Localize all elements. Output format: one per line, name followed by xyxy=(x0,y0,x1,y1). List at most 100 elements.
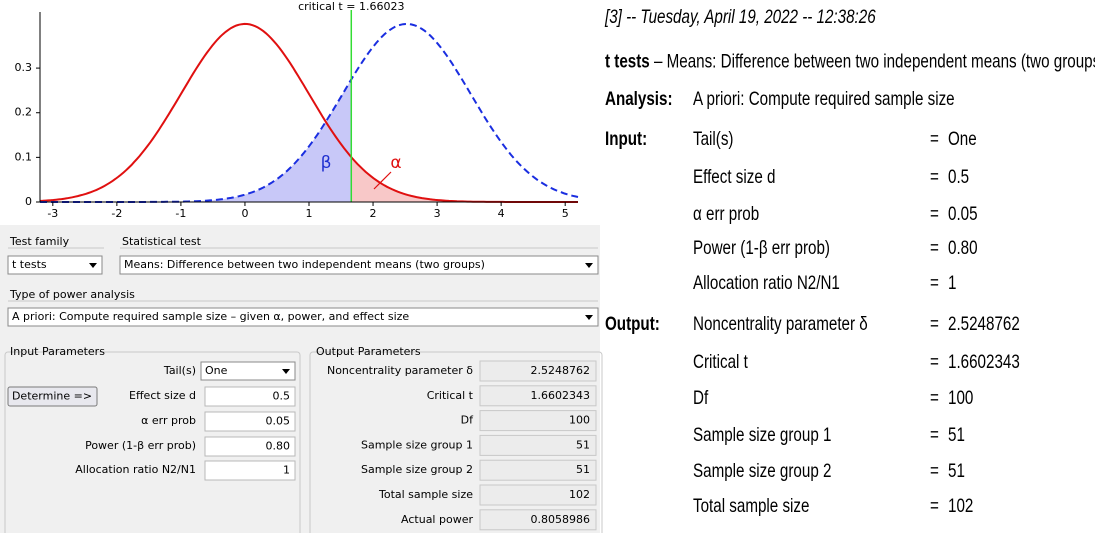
test-name: t tests xyxy=(605,49,650,71)
row-sep: = xyxy=(930,165,939,187)
param-value: 0.05 xyxy=(266,415,291,428)
row-sep: = xyxy=(930,236,939,258)
tails-select[interactable] xyxy=(200,361,296,381)
param-value: 51 xyxy=(576,463,590,476)
param-value: 100 xyxy=(569,414,590,427)
x-tick-label: 0 xyxy=(241,207,248,220)
statistical-test-select[interactable] xyxy=(119,255,599,275)
input-group xyxy=(4,351,301,533)
param-value: 2.5248762 xyxy=(531,364,591,377)
param-value: 0.5 xyxy=(273,390,291,403)
param-output xyxy=(479,459,597,481)
row-value: 51 xyxy=(948,459,965,481)
param-input[interactable] xyxy=(204,386,296,407)
report: [3] -- Tuesday, April 19, 2022 -- 12:38:… xyxy=(604,5,1095,516)
section-label: Analysis: xyxy=(605,87,673,109)
group-title: Output Parameters xyxy=(316,345,421,358)
beta-label: β xyxy=(321,153,332,173)
x-tick-label: 4 xyxy=(498,207,505,220)
row-value: 0.05 xyxy=(948,202,978,224)
row-value: 0.5 xyxy=(948,165,969,187)
output-group xyxy=(309,351,603,533)
row-name: Sample size group 1 xyxy=(693,423,831,445)
param-value: 1 xyxy=(283,464,290,477)
row-sep: = xyxy=(930,312,939,334)
x-tick-label: -1 xyxy=(175,207,186,220)
y-tick-label: 0.1 xyxy=(15,150,33,163)
row-name: Tail(s) xyxy=(693,127,734,149)
button-label: Determine => xyxy=(12,390,92,403)
row-sep: = xyxy=(930,202,939,224)
param-value: 1.6602343 xyxy=(531,389,591,402)
row-name: Power (1-β err prob) xyxy=(693,236,830,258)
param-label: α err prob xyxy=(141,414,196,427)
label: Test family xyxy=(9,235,70,248)
row-sep: = xyxy=(930,459,939,481)
param-input[interactable] xyxy=(204,411,296,432)
analysis-type-select[interactable] xyxy=(7,307,599,327)
param-label: Sample size group 1 xyxy=(361,438,473,451)
param-label: Allocation ratio N2/N1 xyxy=(75,463,196,476)
row-value: 102 xyxy=(948,494,973,516)
x-tick-label: 1 xyxy=(306,207,313,220)
row-sep: = xyxy=(930,271,939,293)
dropdown-arrow xyxy=(585,315,593,320)
param-label: Critical t xyxy=(427,389,474,402)
determine-button[interactable] xyxy=(7,386,98,407)
param-value: 51 xyxy=(576,438,590,451)
param-label: Actual power xyxy=(401,513,473,526)
param-label: Effect size d xyxy=(129,389,196,402)
row-value: 51 xyxy=(948,423,965,445)
param-output xyxy=(479,509,597,531)
param-label: Tail(s) xyxy=(163,364,196,377)
param-output xyxy=(479,484,597,506)
row-value: 1 xyxy=(948,271,956,293)
alpha-pointer xyxy=(373,171,392,190)
row-sep: = xyxy=(930,127,939,149)
dropdown-arrow xyxy=(585,263,593,268)
section-label: Output: xyxy=(605,312,660,334)
plot-title: critical t = 1.66023 xyxy=(298,0,404,13)
dropdown-arrow xyxy=(89,263,97,268)
tails-select-value: One xyxy=(205,364,228,377)
param-label: Power (1-β err prob) xyxy=(85,439,196,452)
test-desc: – Means: Difference between two independ… xyxy=(650,49,1095,71)
row-sep: = xyxy=(930,386,939,408)
row-sep: = xyxy=(930,350,939,372)
row-name: Noncentrality parameter δ xyxy=(693,312,868,334)
label: Statistical test xyxy=(122,235,202,248)
statistical-test-select-value: Means: Difference between two independen… xyxy=(124,258,485,271)
row-value: 100 xyxy=(948,386,973,408)
param-output xyxy=(479,434,597,456)
section-label: Input: xyxy=(605,127,647,149)
param-output xyxy=(479,360,597,382)
x-tick-label: -3 xyxy=(47,207,58,220)
x-tick-label: 5 xyxy=(562,207,569,220)
row-value: 0.80 xyxy=(948,236,978,258)
row-sep: = xyxy=(930,494,939,516)
param-label: Total sample size xyxy=(378,488,473,501)
row-name: Df xyxy=(693,386,708,408)
row-value: 2.5248762 xyxy=(948,312,1020,334)
param-output xyxy=(479,385,597,407)
param-label: Noncentrality parameter δ xyxy=(327,364,473,377)
x-tick-label: 2 xyxy=(370,207,377,220)
y-tick-label: 0 xyxy=(25,195,32,208)
param-input[interactable] xyxy=(204,436,296,457)
row-name: Allocation ratio N2/N1 xyxy=(693,271,840,293)
alpha-label: α xyxy=(390,153,401,173)
row-name: Effect size d xyxy=(693,165,775,187)
beta-region xyxy=(40,79,352,202)
row-name: Total sample size xyxy=(693,494,809,516)
test-family-select-value: t tests xyxy=(12,258,47,271)
row-value: One xyxy=(948,127,977,149)
alpha-region xyxy=(351,157,578,202)
row-sep: = xyxy=(930,423,939,445)
group-title: Input Parameters xyxy=(10,345,105,358)
param-input[interactable] xyxy=(204,460,296,481)
param-label: Sample size group 2 xyxy=(361,463,473,476)
test-family-select[interactable] xyxy=(7,255,103,275)
x-tick-label: -2 xyxy=(111,207,122,220)
report-test: t tests – Means: Difference between two … xyxy=(605,49,1095,71)
analysis-text: A priori: Compute required sample size xyxy=(693,87,955,109)
